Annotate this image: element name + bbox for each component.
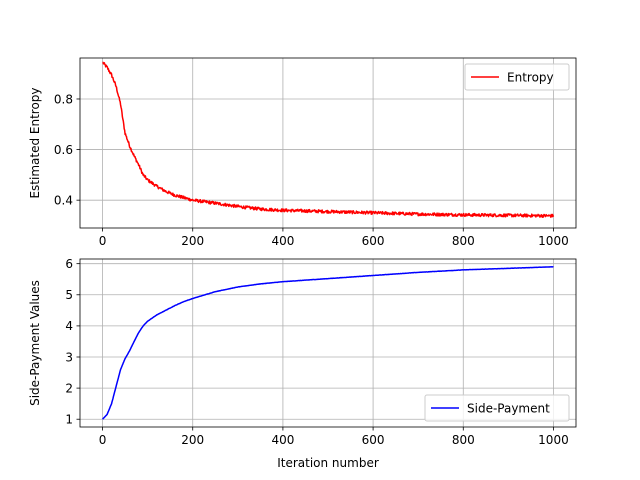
entropy-x-tick-label: 400 [271,234,294,248]
side-payment-y-tick-label: 2 [65,381,73,395]
side-payment-x-tick-label: 800 [452,433,475,447]
entropy-y-tick-label: 0.8 [54,92,73,106]
side-payment-axes-frame [79,258,577,428]
entropy-y-ticks: 0.4 0.6 0.8 [54,92,80,207]
side-payment-y-tick-label: 3 [65,350,73,364]
side-payment-x-tick-label: 1000 [538,433,569,447]
x-axis-label: Iteration number [277,456,379,470]
side-payment-y-axis-label: Side-Payment Values [28,280,42,406]
entropy-legend: Entropy [464,63,570,91]
entropy-x-ticks: 0 200 400 600 800 1000 [99,228,569,248]
entropy-x-tick-label: 600 [362,234,385,248]
entropy-x-tick-label: 1000 [538,234,569,248]
side-payment-y-tick-label: 5 [65,288,73,302]
side-payment-y-tick-label: 6 [65,257,73,271]
side-payment-series-layer [102,266,554,420]
entropy-y-tick-label: 0.4 [54,193,73,207]
side-payment-x-tick-label: 0 [99,433,107,447]
entropy-y-tick-label: 0.6 [54,143,73,157]
side-payment-legend-box [424,394,570,422]
entropy-legend-box [464,63,570,91]
side-payment-series-line [102,266,554,420]
side-payment-grid [80,259,576,427]
entropy-series-line [102,61,555,218]
side-payment-y-tick-label: 1 [65,413,73,427]
side-payment-y-tick-label: 4 [65,319,73,333]
side-payment-legend: Side-Payment [424,394,570,422]
entropy-legend-label: Entropy [507,70,554,84]
side-payment-x-tick-label: 600 [362,433,385,447]
entropy-x-tick-label: 200 [181,234,204,248]
side-payment-x-tick-label: 400 [271,433,294,447]
entropy-panel: 0 200 400 600 800 1000 0.4 0.6 0.8 Estimated En… [28,57,577,248]
side-payment-y-ticks: 1 2 3 4 5 6 [65,257,80,427]
entropy-axes-frame [79,57,577,229]
entropy-series-layer [102,61,555,218]
entropy-grid [80,58,576,228]
entropy-x-tick-label: 0 [99,234,107,248]
entropy-y-axis-label: Estimated Entropy [28,87,42,198]
side-payment-panel: 0 200 400 600 800 1000 1 2 3 4 5 6 Side-Payment Va… [28,257,577,470]
side-payment-legend-label: Side-Payment [467,401,550,415]
entropy-x-tick-label: 800 [452,234,475,248]
side-payment-x-tick-label: 200 [181,433,204,447]
side-payment-x-ticks: 0 200 400 600 800 1000 [99,427,569,447]
